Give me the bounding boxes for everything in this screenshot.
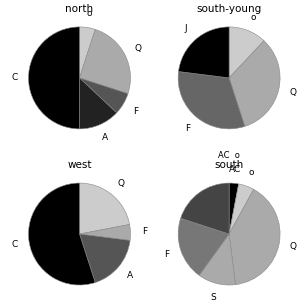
Wedge shape xyxy=(79,27,95,78)
Text: S: S xyxy=(210,293,216,302)
Wedge shape xyxy=(229,183,239,234)
Wedge shape xyxy=(179,27,229,78)
Wedge shape xyxy=(199,234,236,285)
Title: west: west xyxy=(67,160,92,170)
Text: Q: Q xyxy=(118,179,125,188)
Text: AC: AC xyxy=(229,165,241,174)
Text: o: o xyxy=(249,168,254,177)
Text: o: o xyxy=(250,13,256,22)
Wedge shape xyxy=(178,72,245,129)
Wedge shape xyxy=(180,183,229,234)
Wedge shape xyxy=(79,183,130,234)
Text: o: o xyxy=(87,9,92,18)
Text: F: F xyxy=(142,227,147,237)
Title: south-young: south-young xyxy=(197,4,262,14)
Wedge shape xyxy=(79,78,128,113)
Wedge shape xyxy=(229,189,280,285)
Wedge shape xyxy=(229,41,280,126)
Text: C: C xyxy=(12,240,18,249)
Wedge shape xyxy=(29,183,95,285)
Wedge shape xyxy=(79,225,131,241)
Text: C: C xyxy=(11,73,17,82)
Wedge shape xyxy=(229,184,254,234)
Text: Q: Q xyxy=(134,44,141,53)
Wedge shape xyxy=(79,234,130,282)
Text: Q: Q xyxy=(290,242,297,251)
Text: A: A xyxy=(102,133,108,142)
Wedge shape xyxy=(29,27,79,129)
Text: F: F xyxy=(185,124,190,133)
Text: AC  o: AC o xyxy=(218,151,240,160)
Text: F: F xyxy=(164,250,170,259)
Title: north: north xyxy=(65,4,94,14)
Text: J: J xyxy=(184,24,187,33)
Text: A: A xyxy=(127,271,133,280)
Wedge shape xyxy=(79,29,131,94)
Text: F: F xyxy=(133,106,138,116)
Wedge shape xyxy=(178,218,229,275)
Title: south: south xyxy=(214,160,244,170)
Text: Q: Q xyxy=(289,88,296,97)
Wedge shape xyxy=(229,27,264,78)
Wedge shape xyxy=(79,78,117,129)
